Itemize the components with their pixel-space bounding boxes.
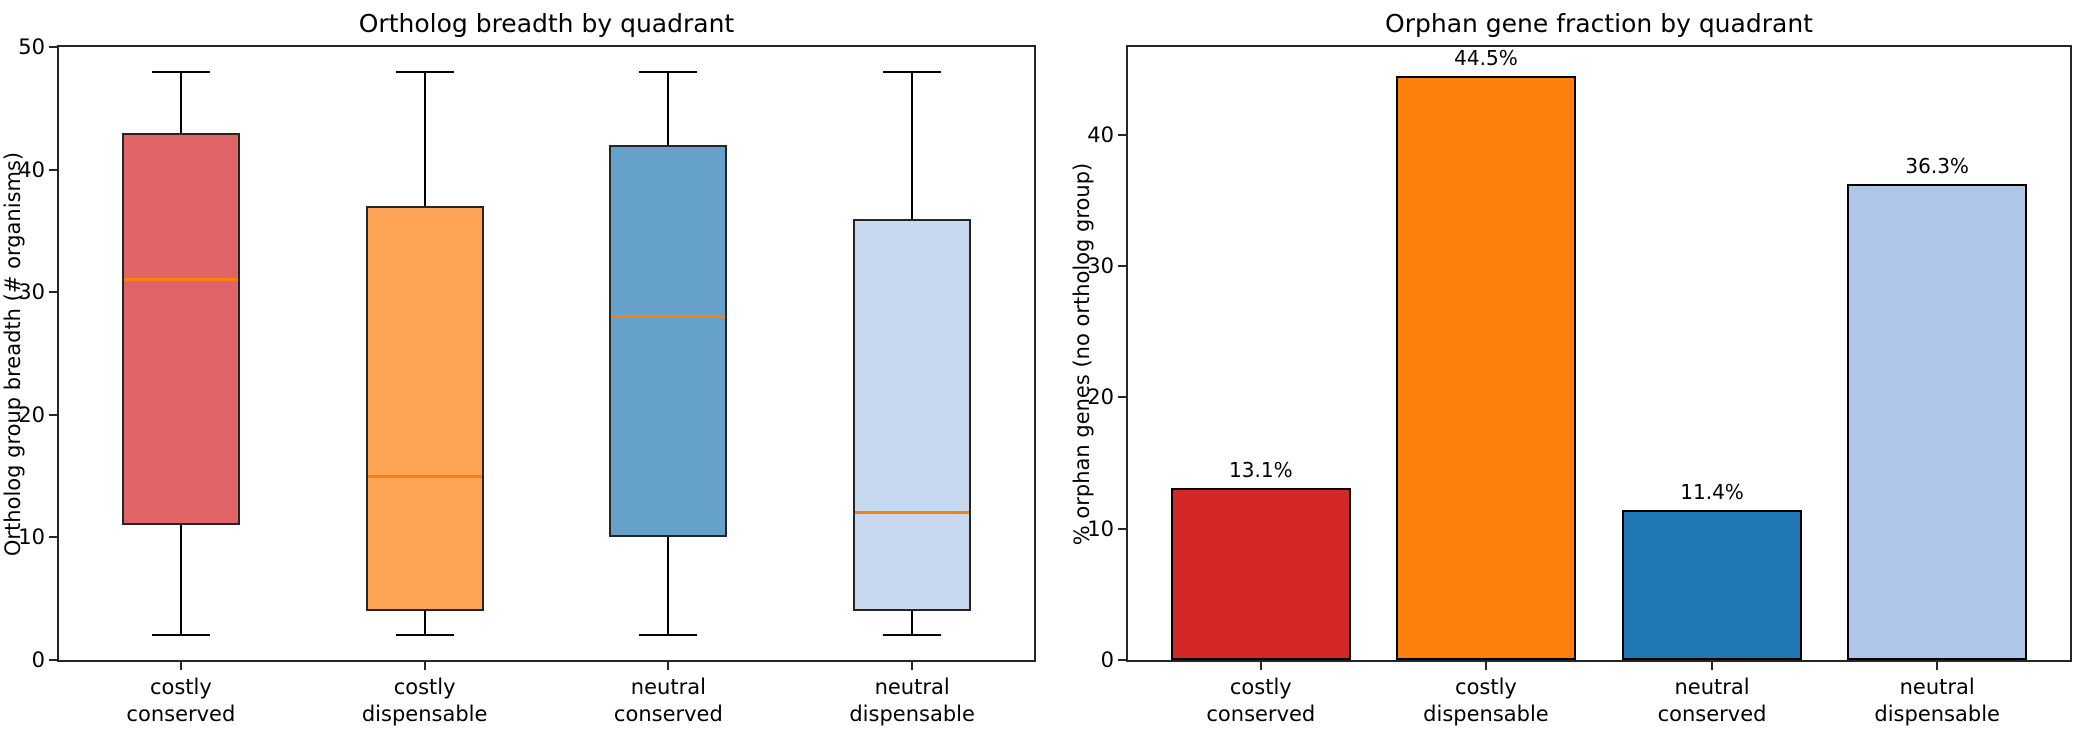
lower-whisker: [911, 610, 914, 636]
x-tick: [179, 662, 182, 670]
y-tick: [1118, 659, 1126, 661]
y-tick: [1118, 133, 1126, 136]
y-tick: [1118, 265, 1126, 268]
y-tick-label: 30: [18, 280, 45, 305]
y-tick: [49, 536, 57, 539]
lower-whisker: [423, 610, 426, 636]
y-tick-label: 40: [18, 157, 45, 182]
x-tick-label: costly dispensable: [361, 675, 488, 727]
x-tick-label: costly conserved: [1206, 675, 1316, 727]
bar-value-label: 13.1%: [1229, 458, 1293, 483]
upper-whisker: [911, 71, 914, 219]
median-line: [611, 315, 726, 319]
upper-whisker-cap: [151, 70, 210, 73]
lower-whisker-cap: [395, 634, 454, 637]
y-tick-label: 10: [1087, 516, 1114, 541]
lower-whisker-cap: [639, 634, 698, 637]
x-tick-label: neutral conserved: [613, 675, 723, 727]
bar-costly-conserved: [1170, 488, 1351, 660]
y-tick: [49, 46, 57, 48]
median-line: [855, 511, 970, 515]
median-line: [367, 474, 482, 478]
y-tick-label: 0: [31, 648, 45, 672]
upper-whisker-cap: [883, 70, 942, 73]
lower-whisker-cap: [151, 634, 210, 637]
x-tick: [1936, 662, 1939, 670]
y-tick-label: 10: [18, 525, 45, 550]
barchart-axes: Orphan gene fraction by quadrant % orpha…: [1070, 9, 2072, 726]
x-tick: [423, 662, 426, 670]
x-tick-label: neutral dispensable: [1874, 675, 2000, 727]
upper-whisker: [667, 71, 670, 146]
y-tick-label: 20: [18, 402, 45, 427]
y-tick-label: 50: [18, 35, 45, 59]
boxplot-y-axis-label: Ortholog group breadth (# organisms): [1, 151, 25, 556]
x-tick-label: neutral conserved: [1657, 675, 1767, 727]
x-tick-label: neutral dispensable: [849, 675, 975, 727]
bar-costly-dispensable: [1395, 75, 1576, 660]
x-tick: [1259, 662, 1262, 670]
x-tick: [1711, 662, 1714, 670]
y-tick: [49, 659, 57, 661]
x-tick-label: costly dispensable: [1423, 675, 1549, 727]
x-tick: [667, 662, 670, 670]
upper-whisker-cap: [639, 70, 698, 73]
y-tick-label: 30: [1087, 254, 1114, 279]
box-neutral-dispensable: [853, 218, 972, 611]
x-tick: [911, 662, 914, 670]
upper-whisker: [423, 71, 426, 207]
x-tick: [1484, 662, 1487, 670]
y-tick: [1118, 527, 1126, 530]
upper-whisker-cap: [395, 70, 454, 73]
upper-whisker: [179, 71, 182, 133]
lower-whisker: [179, 525, 182, 636]
barchart-y-axis-label: % orphan genes (no ortholog group): [1070, 162, 1094, 545]
y-tick-label: 40: [1087, 122, 1114, 147]
lower-whisker-cap: [883, 634, 942, 637]
bar-value-label: 36.3%: [1905, 153, 1969, 178]
bar-value-label: 44.5%: [1454, 45, 1518, 70]
y-tick: [49, 291, 57, 294]
x-tick-label: costly conserved: [126, 675, 236, 727]
y-tick-label: 20: [1087, 385, 1114, 410]
bar-value-label: 11.4%: [1680, 480, 1744, 505]
lower-whisker: [667, 537, 670, 636]
box-costly-conserved: [121, 132, 240, 526]
boxplot-axes: Ortholog breadth by quadrant Ortholog gr…: [1, 9, 1036, 726]
median-line: [123, 278, 238, 282]
y-tick-label: 0: [1100, 648, 1114, 672]
barchart-title: Orphan gene fraction by quadrant: [1385, 9, 1813, 38]
boxplot-title: Ortholog breadth by quadrant: [358, 9, 735, 38]
y-tick: [1118, 396, 1126, 399]
y-tick: [49, 413, 57, 416]
box-neutral-conserved: [609, 145, 728, 538]
y-tick: [49, 168, 57, 171]
bar-neutral-conserved: [1622, 510, 1803, 660]
bar-neutral-dispensable: [1847, 183, 2028, 660]
box-costly-dispensable: [365, 206, 484, 611]
